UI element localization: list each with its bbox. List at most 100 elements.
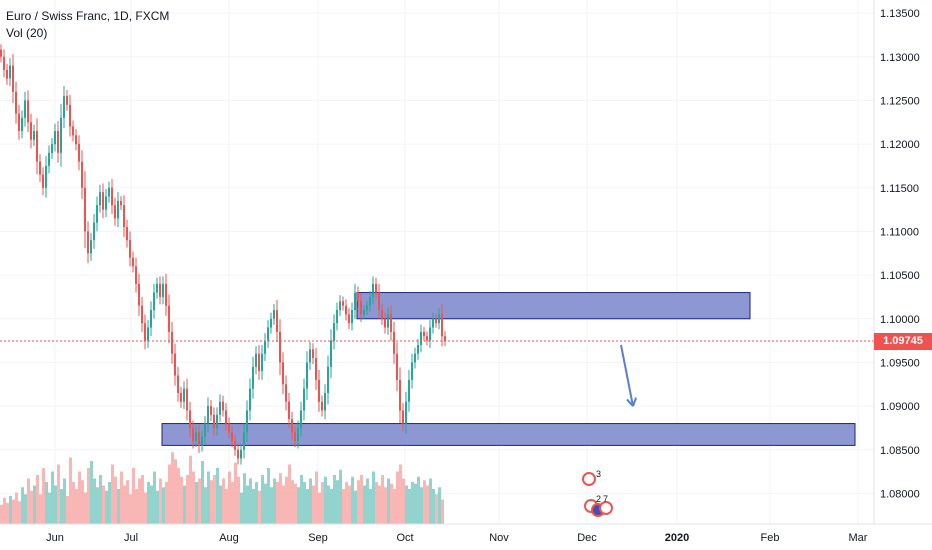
candle-body xyxy=(126,227,128,241)
volume-bar xyxy=(381,475,384,524)
volume-bar xyxy=(318,492,321,524)
candle-body xyxy=(174,353,176,376)
volume-bar xyxy=(213,475,216,524)
candle-body xyxy=(339,301,341,311)
volume-bar xyxy=(147,482,150,524)
time-axis[interactable]: Jun Jul Aug Sep Oct Nov Dec 2020 Feb Mar xyxy=(46,532,868,544)
candle-body xyxy=(351,310,353,324)
volume-bar xyxy=(351,476,354,524)
candle-body xyxy=(168,305,170,332)
volume-bar xyxy=(402,478,405,524)
volume-bar xyxy=(177,468,180,524)
candle-body xyxy=(42,174,44,188)
event-flag-icon[interactable] xyxy=(582,472,596,486)
candle-body xyxy=(117,200,119,219)
candle-body xyxy=(132,257,134,267)
volume-bar xyxy=(111,464,114,524)
candle-body xyxy=(270,318,272,328)
candle-body xyxy=(264,340,266,354)
volume-bar xyxy=(294,483,297,524)
volume-bar xyxy=(24,494,27,524)
volume-indicator-label[interactable]: Vol (20) xyxy=(6,26,48,40)
volume-bar xyxy=(345,482,348,524)
candle-body xyxy=(276,310,278,332)
candle-body xyxy=(162,283,164,297)
volume-bar xyxy=(63,478,66,524)
volume-bar xyxy=(135,489,138,524)
volume-bar xyxy=(57,464,60,524)
time-tick-label: Oct xyxy=(396,532,413,544)
volume-bar xyxy=(414,483,417,524)
event-count-badge: 7 xyxy=(603,494,609,504)
volume-bar xyxy=(51,471,54,524)
event-flag-icon[interactable] xyxy=(599,501,613,515)
volume-bar xyxy=(156,490,159,524)
volume-bar xyxy=(186,475,189,524)
volume-bar xyxy=(411,482,414,524)
volume-bar xyxy=(372,471,375,524)
candle-body xyxy=(210,406,212,415)
volume-bar xyxy=(144,492,147,524)
volume-bar xyxy=(132,468,135,524)
candle-body xyxy=(360,301,362,315)
candle-body xyxy=(297,427,299,442)
volume-bar xyxy=(9,496,12,524)
price-axis-background xyxy=(874,0,932,550)
price-tick-label: 1.09000 xyxy=(880,401,920,413)
candle-body xyxy=(324,393,326,411)
volume-bar xyxy=(288,464,291,524)
volume-bar xyxy=(180,476,183,524)
price-zone-rectangle[interactable] xyxy=(161,423,856,446)
candle-body xyxy=(84,187,86,232)
volume-bar xyxy=(150,485,153,524)
volume-bar xyxy=(429,478,432,524)
candle-body xyxy=(252,366,254,389)
time-tick-label: 2020 xyxy=(665,532,689,544)
candle-body xyxy=(108,187,110,197)
candle-body xyxy=(90,240,92,254)
candle-body xyxy=(330,340,332,367)
candle-body xyxy=(75,135,77,145)
candle-body xyxy=(189,410,191,428)
candle-body xyxy=(396,353,398,380)
candle-body xyxy=(159,283,161,297)
candle-body xyxy=(366,305,368,311)
event-icons[interactable] xyxy=(582,472,613,517)
volume-bar xyxy=(324,476,327,524)
candle-body xyxy=(183,388,185,402)
candle-body xyxy=(273,310,275,319)
candle-body xyxy=(303,388,305,411)
volume-bar xyxy=(54,485,57,524)
projection-arrow[interactable] xyxy=(620,344,638,407)
candle-body xyxy=(279,331,281,363)
volume-bar xyxy=(336,480,339,524)
volume-bar xyxy=(270,487,273,524)
candle-body xyxy=(222,401,224,411)
time-tick-label: Mar xyxy=(849,532,868,544)
volume-bar xyxy=(39,494,42,524)
volume-bar xyxy=(405,485,408,524)
time-tick-label: Aug xyxy=(219,532,239,544)
candle-body xyxy=(33,131,35,140)
volume-bar xyxy=(255,482,258,524)
candle-body xyxy=(72,126,74,136)
price-axis[interactable]: 1.13500 1.13000 1.12500 1.12000 1.11500 1.110… xyxy=(880,8,920,500)
zones[interactable] xyxy=(161,292,856,446)
price-zone-rectangle[interactable] xyxy=(356,292,751,320)
candle-body xyxy=(336,310,338,324)
volume-bar xyxy=(267,468,270,524)
price-tick-label: 1.11500 xyxy=(880,183,919,195)
candle-body xyxy=(405,401,407,424)
volume-bar xyxy=(138,478,141,524)
candle-body xyxy=(135,266,137,284)
candle-body xyxy=(219,401,221,415)
symbol-title[interactable]: Euro / Swiss Franc, 1D, FXCM xyxy=(6,9,170,23)
candle-body xyxy=(27,100,29,123)
candle-body xyxy=(153,292,155,311)
candle-body xyxy=(363,310,365,315)
arrow-head xyxy=(632,397,638,407)
time-tick-label: Dec xyxy=(577,532,597,544)
volume-bar xyxy=(165,482,168,524)
volume-bar xyxy=(306,489,309,524)
